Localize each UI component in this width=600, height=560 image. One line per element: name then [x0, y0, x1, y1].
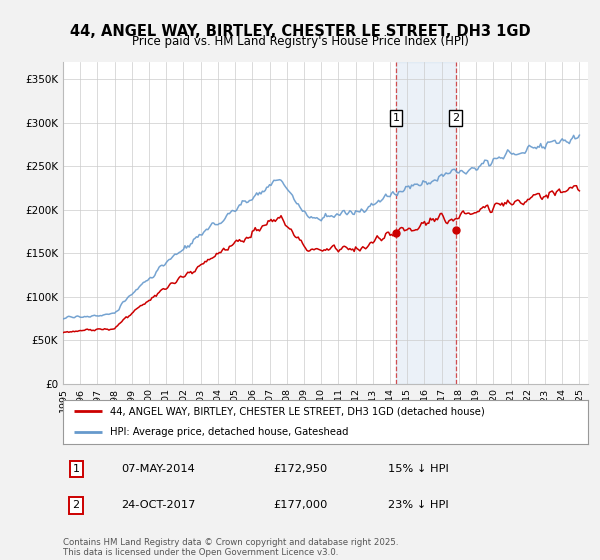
Text: 44, ANGEL WAY, BIRTLEY, CHESTER LE STREET, DH3 1GD: 44, ANGEL WAY, BIRTLEY, CHESTER LE STREE…: [70, 24, 530, 39]
Text: 15% ↓ HPI: 15% ↓ HPI: [389, 464, 449, 474]
Text: 44, ANGEL WAY, BIRTLEY, CHESTER LE STREET, DH3 1GD (detached house): 44, ANGEL WAY, BIRTLEY, CHESTER LE STREE…: [110, 406, 485, 416]
Bar: [396, 62, 455, 384]
Text: 2: 2: [73, 501, 80, 510]
Text: 1: 1: [392, 113, 400, 123]
Text: 24-OCT-2017: 24-OCT-2017: [121, 501, 195, 510]
Text: 1: 1: [73, 464, 80, 474]
Text: £172,950: £172,950: [273, 464, 327, 474]
Text: 2: 2: [452, 113, 459, 123]
Text: Price paid vs. HM Land Registry's House Price Index (HPI): Price paid vs. HM Land Registry's House …: [131, 35, 469, 48]
Text: 07-MAY-2014: 07-MAY-2014: [121, 464, 194, 474]
Text: Contains HM Land Registry data © Crown copyright and database right 2025.
This d: Contains HM Land Registry data © Crown c…: [63, 538, 398, 557]
Text: £177,000: £177,000: [273, 501, 328, 510]
Text: 23% ↓ HPI: 23% ↓ HPI: [389, 501, 449, 510]
Text: HPI: Average price, detached house, Gateshead: HPI: Average price, detached house, Gate…: [110, 427, 349, 437]
